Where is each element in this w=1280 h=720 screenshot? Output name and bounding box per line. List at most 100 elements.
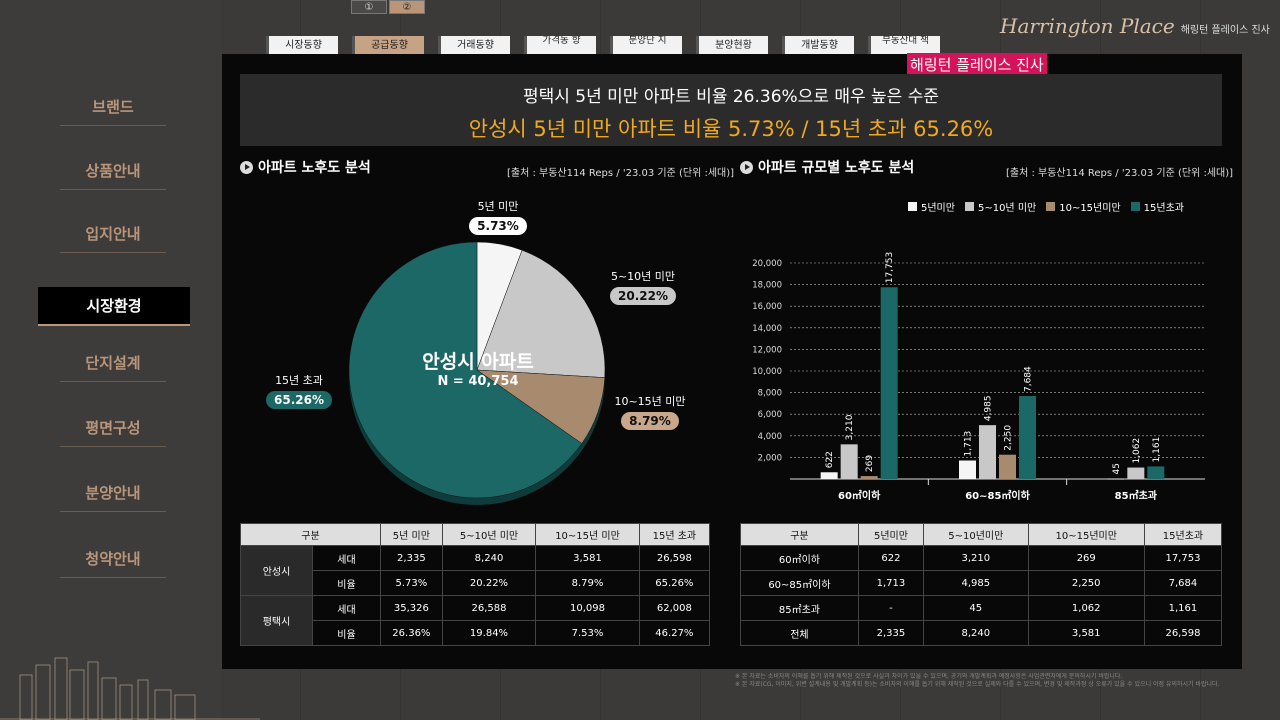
brand-logo[interactable]: Harrington Place 해링턴 플레이스 진사 [1000, 14, 1270, 38]
table-row: 비율 26.36% 19.84% 7.53% 46.27% [241, 620, 711, 646]
table-cell: 2,335 [380, 545, 443, 571]
table-row: 평택시 세대 35,326 26,588 10,098 62,008 [240, 595, 711, 646]
table-cell: 17,753 [1143, 545, 1223, 571]
left-source-note: [출처 : 부동산114 Reps / '23.03 기준 (단위 :세대)] [507, 168, 735, 179]
table-cell: 20.22% [441, 570, 537, 596]
sidebar-item-sales[interactable]: 분양안내 [60, 482, 166, 512]
pie-slice-5to10 [476, 249, 606, 378]
sidebar-item-product[interactable]: 상품안내 [60, 160, 166, 190]
table-cell: 8.79% [535, 570, 640, 596]
tab-market-trend[interactable]: 시장동향 [266, 36, 338, 56]
size-age-table: 구분 5년미만 5~10년미만 10~15년미만 15년초과 60㎡이하 622 3,210 2… [740, 523, 1223, 646]
legend-label: 15년초과 [1143, 203, 1184, 214]
bar-value-label: 3,210 [845, 414, 855, 440]
tab-supply-trend[interactable]: 공급동향 [352, 36, 424, 56]
logo-subtitle: 해링턴 플레이스 진사 [1180, 25, 1270, 36]
sidebar-item-complex[interactable]: 단지설계 [60, 352, 166, 382]
table-cell: 26,588 [441, 595, 537, 621]
tab-real-estate-policy[interactable]: 부동산대 책 [868, 36, 940, 56]
table-header-cell: 5년미만 [857, 523, 925, 546]
tab-sales-status[interactable]: 분양현황 [696, 36, 768, 56]
table-cell: 3,210 [923, 545, 1029, 571]
legend-label: 5년미만 [921, 203, 955, 214]
right-source-note: [출처 : 부동산114 Reps / '23.03 기준 (단위 :세대)] [1006, 168, 1234, 179]
pie-label-pct: 65.26% [266, 391, 332, 409]
table-row: 60㎡이하 622 3,210 269 17,753 [740, 545, 1223, 571]
table-cell: 622 [857, 545, 925, 571]
sidebar-item-subscription[interactable]: 청약안내 [60, 548, 166, 578]
skyline-illustration [0, 657, 260, 720]
sidebar-item-location[interactable]: 입지안내 [60, 223, 166, 253]
headline-line-1: 평택시 5년 미만 아파트 비율 26.36%으로 매우 높은 수준 [522, 87, 940, 107]
pie-label-pct: 20.22% [610, 287, 676, 305]
table-row: 전체 2,335 8,240 3,581 26,598 [740, 620, 1223, 646]
table-cell: 46.27% [638, 620, 711, 646]
table-header-cell: 15년 초과 [638, 523, 711, 546]
legend-swatch [1046, 202, 1056, 211]
legend-label: 10~15년미만 [1059, 203, 1121, 214]
bar [1107, 478, 1125, 480]
bar [1019, 396, 1036, 479]
bar [1147, 466, 1165, 479]
table-row-label: 세대 [312, 545, 381, 571]
x-category-label: 60~85㎡이하 [965, 489, 1030, 502]
table-cell: 19.84% [441, 620, 537, 646]
table-cell: 60~85㎡이하 [740, 570, 859, 596]
table-header-cell: 5~10년미만 [923, 523, 1029, 546]
pie-label-pct: 5.73% [469, 217, 527, 235]
tab-sales-complex[interactable]: 분양단 지 [610, 36, 682, 56]
bar-value-label: 4,985 [984, 395, 994, 421]
right-section-title-text: 아파트 규모별 노후도 분석 [758, 160, 915, 176]
pie-label-name: 10~15년 미만 [614, 395, 686, 408]
table-header-cell: 5년 미만 [380, 523, 443, 546]
y-tick-label: 4,000 [758, 432, 782, 442]
footnote-line-1: ※ 본 자료는 소비자의 이해를 돕기 위해 제작된 것으로 사실과 차이가 있… [735, 673, 1123, 680]
tab-price-trend[interactable]: 가격동 향 [524, 36, 596, 56]
bar [1127, 467, 1145, 479]
table-cell: 65.26% [638, 570, 711, 596]
bar-chart: 2,000 4,000 6,000 8,000 10,000 12,000 14,000 16… [752, 252, 1205, 502]
table-row-label: 비율 [312, 570, 381, 596]
sidebar-item-brand[interactable]: 브랜드 [60, 96, 166, 126]
pie-center-title: 안성시 아파트 [422, 351, 534, 373]
footnote: ※ 본 자료는 소비자의 이해를 돕기 위해 제작된 것으로 사실과 차이가 있… [735, 673, 1280, 689]
y-tick-label: 14,000 [752, 324, 782, 334]
sidebar-item-market[interactable]: 시장환경 [38, 287, 190, 326]
table-header-cell: 15년초과 [1143, 523, 1223, 546]
play-bullet-icon [740, 160, 753, 174]
legend-label: 5~10년 미만 [977, 203, 1037, 214]
table-cell: 4,985 [923, 570, 1029, 596]
bar [979, 425, 996, 479]
sidebar-item-floorplan[interactable]: 평면구성 [60, 417, 166, 447]
table-cell: 85㎡초과 [740, 595, 859, 621]
table-cell: 1,713 [857, 570, 925, 596]
table-cell: 45 [923, 595, 1029, 621]
bar-legend: 5년미만 5~10년 미만 10~15년미만 15년초과 [908, 199, 1184, 214]
bar-value-label: 1,062 [1132, 438, 1142, 464]
table-group-cell: 안성시 [240, 545, 313, 596]
y-tick-label: 20,000 [752, 259, 782, 269]
table-row: 안성시 세대 2,335 8,240 3,581 26,598 [240, 545, 711, 596]
table-cell: 3,581 [535, 545, 640, 571]
pie-label-name: 5~10년 미만 [610, 270, 676, 283]
table-cell: - [857, 595, 925, 621]
table-cell: 전체 [740, 620, 859, 646]
page-1-button[interactable]: ① [351, 0, 387, 14]
bar-value-label: 7,684 [1024, 366, 1034, 392]
table-cell: 7,684 [1143, 570, 1223, 596]
page-2-button[interactable]: ② [389, 0, 425, 14]
pie-center-n: N = 40,754 [437, 374, 519, 389]
tab-development-trend[interactable]: 개발동향 [782, 36, 854, 56]
bar-value-label: 622 [825, 451, 835, 468]
age-table-ansung-pyeongtaek: 구분 5년 미만 5~10년 미만 10~15년 미만 15년 초과 안성시 세대 2,335… [240, 523, 711, 646]
y-tick-label: 6,000 [758, 410, 782, 420]
footnote-line-2: ※ 본 자료(CG, 이미지, 위변 설계내용 및 개발계획 등)는 소비자의 … [735, 681, 1220, 688]
headline-line-2: 안성시 5년 미만 아파트 비율 5.73% / 15년 초과 65.26% [468, 117, 994, 141]
y-tick-label: 8,000 [758, 389, 782, 399]
bar-value-label: 1,713 [964, 431, 974, 457]
pie-slice-over15 [348, 241, 583, 499]
tab-transaction-trend[interactable]: 거래동향 [438, 36, 510, 56]
legend-item: 5~10년 미만 [964, 199, 1037, 214]
left-section-title-text: 아파트 노후도 분석 [258, 160, 371, 176]
table-header-cell: 5~10년 미만 [441, 523, 537, 546]
